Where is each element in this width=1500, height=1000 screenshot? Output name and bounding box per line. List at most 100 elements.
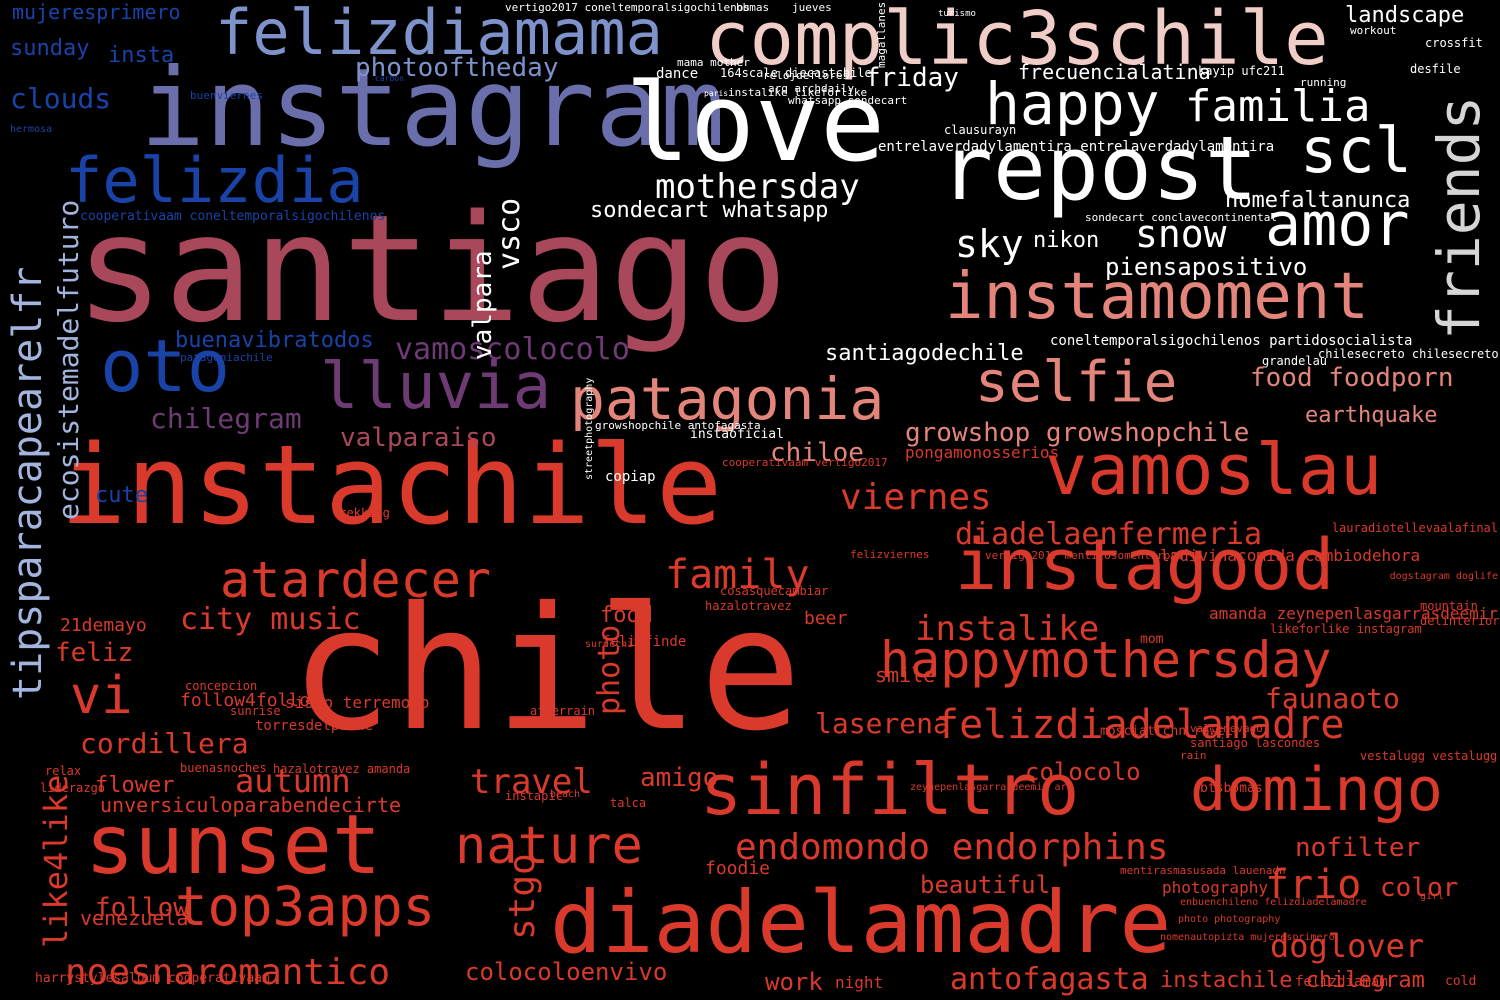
word-64: city music [180, 602, 361, 637]
word-85: stgo [502, 853, 543, 940]
word-96: felizdiamam [1295, 974, 1388, 990]
word-11: happy [985, 70, 1160, 138]
word-104: buenasnoches [180, 761, 267, 775]
word-148: foodie [705, 858, 771, 879]
word-100: photography [1162, 878, 1268, 897]
word-136: cooperativaam coneltemporalsigochilenos [80, 209, 386, 224]
word-34: tipsparacapearelfr [5, 266, 51, 700]
word-12: familia [1185, 81, 1371, 132]
word-7: felizdiamama [215, 0, 663, 69]
word-107: beer [804, 608, 848, 629]
word-66: cordillera [80, 727, 249, 760]
word-158: hazalotravez [705, 599, 792, 613]
word-145: harrystylesalbum cooperativaam [35, 971, 270, 986]
word-152: likeforlike instagram [1270, 622, 1422, 636]
word-141: felizfinde [602, 634, 687, 650]
word-76: smile [875, 663, 936, 687]
word-72: unversiculoparabendecirte [100, 793, 402, 817]
word-111: jueves [792, 1, 832, 14]
word-113: dance [656, 66, 699, 82]
word-20: instagood [955, 524, 1335, 606]
word-144: torresdelpaine [255, 718, 374, 734]
word-166: vallenevado [1190, 722, 1263, 735]
word-49: sky [955, 222, 1024, 266]
word-174: surdechile [585, 639, 646, 650]
word-42: insta [108, 43, 175, 68]
word-143: sunrise [230, 704, 281, 718]
word-138: patagoniachile [180, 351, 273, 364]
word-16: instamoment [945, 260, 1369, 334]
word-9: oto [100, 324, 231, 408]
word-165: rain [1180, 749, 1207, 762]
word-75: food [600, 603, 653, 628]
word-132: grandelau [1262, 354, 1328, 368]
word-44: buenavibratodos [175, 328, 374, 353]
word-133: cooperativaam vertigo2017 [722, 456, 888, 469]
word-37: photooftheday [355, 53, 559, 83]
word-25: sunset [85, 798, 382, 893]
word-120: arq archdaily [768, 82, 855, 95]
word-155: dogstagram doglife [1389, 571, 1498, 582]
word-1: chile [290, 571, 802, 769]
word-86: work [765, 968, 823, 996]
word-73: amigo [640, 763, 719, 793]
word-83: follow [95, 893, 189, 923]
word-172: vertigo2017 mentirosomentirosa [985, 549, 1184, 562]
word-146: trekking [332, 506, 390, 520]
word-88: instachile chilegram [1160, 968, 1425, 993]
word-123: mama mother [677, 56, 750, 69]
word-151: amanda zeynepenlasgarrasdeemir [1209, 604, 1498, 623]
word-68: autumn [235, 762, 351, 800]
word-31: felizdiadelamadre [935, 702, 1345, 748]
word-50: nikon [1033, 228, 1100, 253]
word-81: beautiful [920, 871, 1051, 899]
word-137: buenviernes [190, 89, 263, 102]
word-55: santiagodechile [825, 341, 1024, 366]
word-78: nofilter [1295, 833, 1421, 863]
word-117: running [1300, 76, 1347, 89]
word-175: girl [1420, 891, 1445, 902]
word-48: landscape [1345, 3, 1465, 28]
word-10: lluvia [320, 350, 552, 424]
word-60: earthquake [1305, 403, 1438, 428]
word-153: vestalugg vestalugg [1360, 749, 1498, 763]
word-80: color [1380, 873, 1459, 903]
word-114: 164scale diecastchile [720, 66, 872, 80]
word-121: relojdeflores [763, 69, 850, 82]
word-169: photo photography [1178, 914, 1281, 925]
word-35: ecosistemadelfuturo [52, 199, 85, 520]
word-0: santiago [75, 183, 788, 355]
word-91: follow4follow [180, 690, 321, 711]
word-122: instalike likeforlike [728, 86, 868, 99]
word-21: happymothersday [880, 631, 1332, 689]
word-45: valparaiso [340, 423, 497, 453]
word-156: mountain [1420, 599, 1478, 613]
word-154: lauradiotellevaalafinal [1331, 521, 1498, 535]
word-61: chiloe [770, 438, 864, 468]
word-2: instachile [60, 421, 723, 549]
word-93: pongamonosserios [905, 443, 1060, 462]
word-6: repost [940, 117, 1258, 220]
word-52: nomefaltanunca [1225, 188, 1411, 213]
word-59: growshop growshopchile [905, 418, 1250, 448]
word-97: venezuela [80, 906, 189, 930]
word-149: btsbbmas [1200, 781, 1263, 796]
word-47: frecuencialatina [1018, 60, 1211, 84]
word-53: piensapositivo [1105, 253, 1308, 281]
word-108: growshopchile antofagasta [595, 419, 761, 432]
word-13: scl [1300, 114, 1412, 187]
word-30: family [665, 552, 810, 598]
word-164: mosciaticnn rawcl [1100, 724, 1234, 739]
word-160: instapic [505, 789, 563, 803]
word-67: laserena [815, 707, 950, 740]
word-24: diadelamadre [550, 873, 1172, 973]
word-26: top3apps [175, 875, 436, 938]
word-4: love [625, 61, 886, 186]
word-116: desfile [1410, 62, 1461, 76]
word-109: vertigo2017 coneltemporalsigochilenos [505, 1, 751, 14]
word-163: santiago lascondes [1190, 736, 1321, 750]
word-173: felizviernes [850, 548, 930, 561]
word-23: domingo [1190, 755, 1443, 825]
word-147: afterrain [530, 704, 596, 718]
word-106: mom [1140, 632, 1164, 647]
